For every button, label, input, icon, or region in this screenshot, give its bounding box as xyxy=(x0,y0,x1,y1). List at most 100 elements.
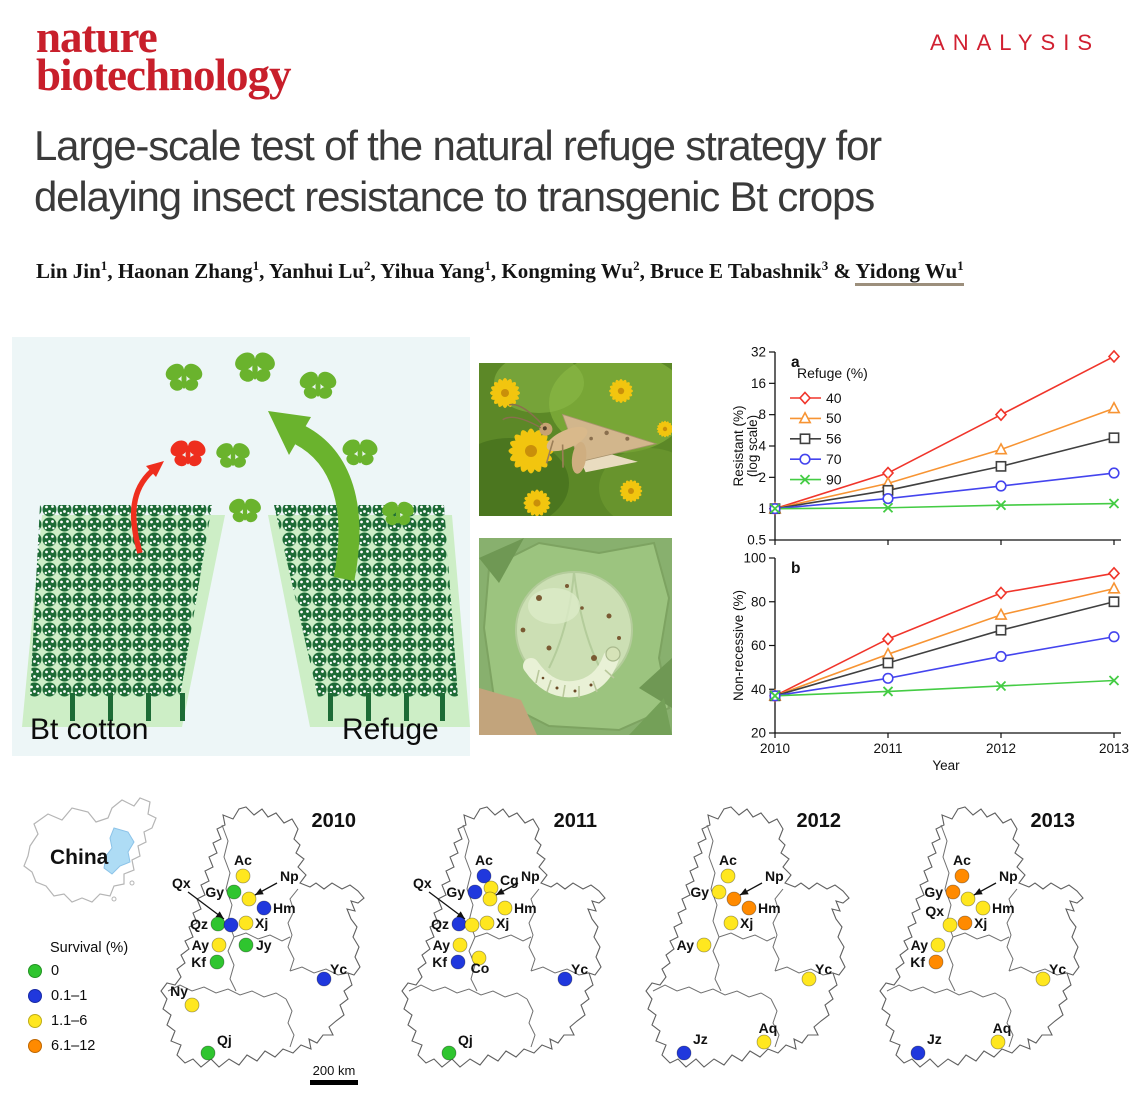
journal-logo-line1: nature xyxy=(36,12,158,62)
green-butterfly xyxy=(213,439,253,470)
gene-flow-arrow xyxy=(268,411,360,582)
svg-text:90: 90 xyxy=(826,471,842,487)
site-label-Ay: Ay xyxy=(433,937,451,953)
site-dot-Ac xyxy=(476,868,492,884)
svg-text:2: 2 xyxy=(758,470,766,485)
svg-text:50: 50 xyxy=(826,410,842,426)
site-label-Hm: Hm xyxy=(273,900,296,916)
site-dot-Xj xyxy=(479,915,495,931)
illustration-svg xyxy=(22,348,470,727)
svg-text:40: 40 xyxy=(826,390,842,406)
site-dot-Kf xyxy=(209,954,225,970)
resistance-arrow xyxy=(130,461,164,554)
site-dot-Np xyxy=(482,891,498,907)
series-90 xyxy=(774,502,1115,510)
province-border xyxy=(221,824,235,938)
refuge-strategy-illustration: Bt cotton Refuge xyxy=(12,337,470,756)
province-border xyxy=(1008,966,1068,976)
site-dot-Aq xyxy=(756,1034,772,1050)
green-butterfly xyxy=(231,348,279,385)
svg-text:70: 70 xyxy=(826,451,842,467)
site-label-Yc: Yc xyxy=(1049,961,1066,977)
chart-panel-b: 100 80 60 40 20 Non-recessive (%) b 2010 2011 201… xyxy=(731,551,1129,774)
study-region-highlight xyxy=(103,827,135,875)
charts-svg: 32 16 8 4 2 1 0.5 Resistant (%) (log scale) aRefu… xyxy=(731,345,1129,774)
site-label-Yc: Yc xyxy=(571,961,588,977)
blue-dot-icon xyxy=(28,989,42,1003)
svg-text:2010: 2010 xyxy=(760,741,790,756)
series-40 xyxy=(774,572,1115,697)
svg-text:2013: 2013 xyxy=(1099,741,1129,756)
bt-cotton-label: Bt cotton xyxy=(30,713,149,746)
resistance-charts: 32 16 8 4 2 1 0.5 Resistant (%) (log scale) a Refu… xyxy=(731,340,1134,774)
site-dot-Qx xyxy=(464,917,480,933)
site-label-Aq: Aq xyxy=(759,1020,778,1036)
site-label-Qx: Qx xyxy=(413,875,432,891)
site-dot-Ay xyxy=(696,937,712,953)
author[interactable]: Yidong Wu1 xyxy=(855,258,964,286)
province-border xyxy=(1004,998,1014,1048)
survival-legend-item: 0 xyxy=(28,963,128,979)
site-dot-Np xyxy=(241,891,257,907)
site-label-Kf: Kf xyxy=(910,954,925,970)
site-dot-Ay xyxy=(211,937,227,953)
site-label-Qx: Qx xyxy=(925,903,944,919)
svg-text:0.5: 0.5 xyxy=(747,533,766,548)
orange-dot-icon xyxy=(28,1039,42,1053)
site-label-Qj: Qj xyxy=(217,1032,232,1048)
province-border xyxy=(408,984,528,1000)
green-dot-icon xyxy=(28,964,42,978)
svg-text:b: b xyxy=(791,560,800,577)
site-dot-Yc xyxy=(1035,971,1051,987)
svg-text:Resistant (%): Resistant (%) xyxy=(733,405,746,486)
map-2010: 2010 Ac Gy Np Hm Qz Qx Xj Ay Jy Kf Yc Ny Qj 200 km xyxy=(160,806,365,1085)
site-dot-Qj xyxy=(200,1045,216,1061)
province-border xyxy=(167,984,287,1000)
province-border xyxy=(772,888,784,972)
larva-photo xyxy=(479,538,672,735)
province-border xyxy=(1006,888,1018,972)
scale-bar: 200 km xyxy=(310,1063,358,1085)
province-border xyxy=(712,936,722,992)
site-label-Xj: Xj xyxy=(974,915,987,931)
province-border xyxy=(287,888,299,972)
site-label-Jz: Jz xyxy=(927,1031,942,1047)
svg-text:2011: 2011 xyxy=(873,741,902,756)
article-title-line2: delaying insect resistance to transgenic… xyxy=(34,173,875,220)
site-dot-Jz xyxy=(676,1045,692,1061)
site-dot-Jz xyxy=(910,1045,926,1061)
province-border xyxy=(227,936,237,992)
larva-photo-art xyxy=(479,538,672,735)
svg-text:60: 60 xyxy=(751,638,766,653)
province-border xyxy=(886,984,1006,1000)
province-border xyxy=(526,998,536,1048)
author-line: Lin Jin1, Haonan Zhang1, Yanhui Lu2, Yih… xyxy=(36,258,964,286)
soil-patch xyxy=(479,688,537,735)
series-40 xyxy=(774,355,1115,510)
map-year-title: 2010 xyxy=(312,810,357,832)
province-border xyxy=(770,998,780,1048)
province-border xyxy=(946,936,956,992)
site-label-Np: Np xyxy=(521,868,540,884)
site-label-Qz: Qz xyxy=(431,916,449,932)
svg-text:Refuge (%): Refuge (%) xyxy=(797,365,868,381)
svg-text:8: 8 xyxy=(758,407,766,422)
svg-text:(log scale): (log scale) xyxy=(745,415,760,477)
survival-legend-item: 0.1–1 xyxy=(28,988,128,1004)
province-border xyxy=(233,932,291,942)
site-dot-Aq xyxy=(990,1034,1006,1050)
svg-text:40: 40 xyxy=(751,682,766,697)
moth-photo-art xyxy=(449,353,699,528)
site-dot-Xj xyxy=(957,915,973,931)
site-label-Xj: Xj xyxy=(496,915,509,931)
site-dot-Yc xyxy=(557,971,573,987)
map-year-title: 2013 xyxy=(1031,810,1076,832)
china-inset-map: China xyxy=(23,797,157,903)
province-border xyxy=(706,824,720,938)
author: Bruce E Tabashnik3 xyxy=(650,258,829,283)
site-dot-Hm xyxy=(741,900,757,916)
site-dot-Ay xyxy=(452,937,468,953)
series-70 xyxy=(774,635,1115,697)
author: Yanhui Lu2 xyxy=(268,258,371,283)
green-butterfly xyxy=(339,436,381,468)
